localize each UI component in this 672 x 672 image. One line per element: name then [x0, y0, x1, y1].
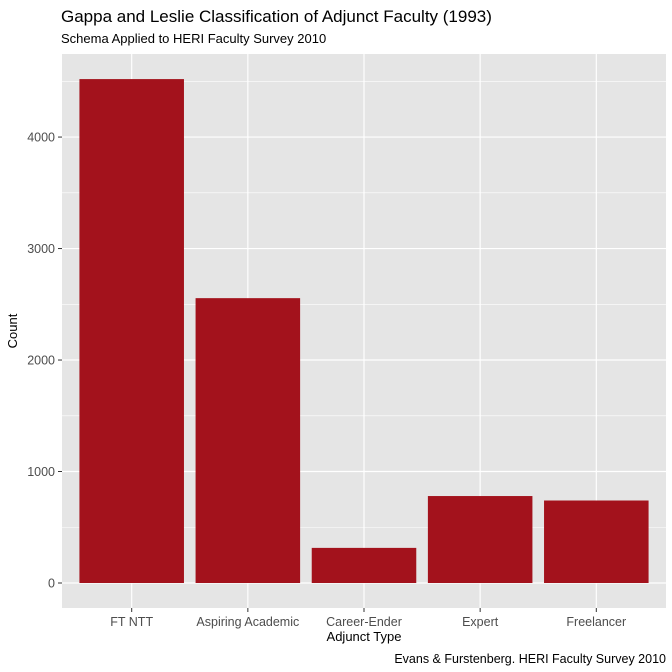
- x-axis-ticks: FT NTT Aspiring Academic Career-Ender Exper…: [110, 608, 626, 629]
- y-tick-label: 2000: [27, 354, 55, 368]
- y-tick-label: 4000: [27, 131, 55, 145]
- x-tick-label: Aspiring Academic: [196, 615, 299, 629]
- x-tick-label: Career-Ender: [326, 615, 402, 629]
- bars: [79, 79, 649, 584]
- chart-title: Gappa and Leslie Classification of Adjun…: [61, 7, 492, 26]
- x-tick-label: Freelancer: [566, 615, 626, 629]
- bar-ft-ntt: [79, 79, 184, 584]
- bar-freelancer: [544, 500, 649, 583]
- bar-aspiring-academic: [195, 298, 301, 583]
- x-tick-label: Expert: [462, 615, 499, 629]
- y-tick-label: 1000: [27, 465, 55, 479]
- x-axis-title: Adjunct Type: [327, 629, 402, 644]
- chart-caption: Evans & Furstenberg. HERI Faculty Survey…: [394, 652, 666, 666]
- y-axis-ticks: 0 1000 2000 3000 4000: [27, 131, 62, 591]
- bar-career-ender: [311, 547, 417, 583]
- chart-subtitle: Schema Applied to HERI Faculty Survey 20…: [61, 31, 326, 46]
- bar-expert: [427, 496, 533, 583]
- y-tick-label: 0: [48, 577, 55, 591]
- x-tick-label: FT NTT: [110, 615, 153, 629]
- y-axis-title: Count: [5, 313, 20, 348]
- y-tick-label: 3000: [27, 242, 55, 256]
